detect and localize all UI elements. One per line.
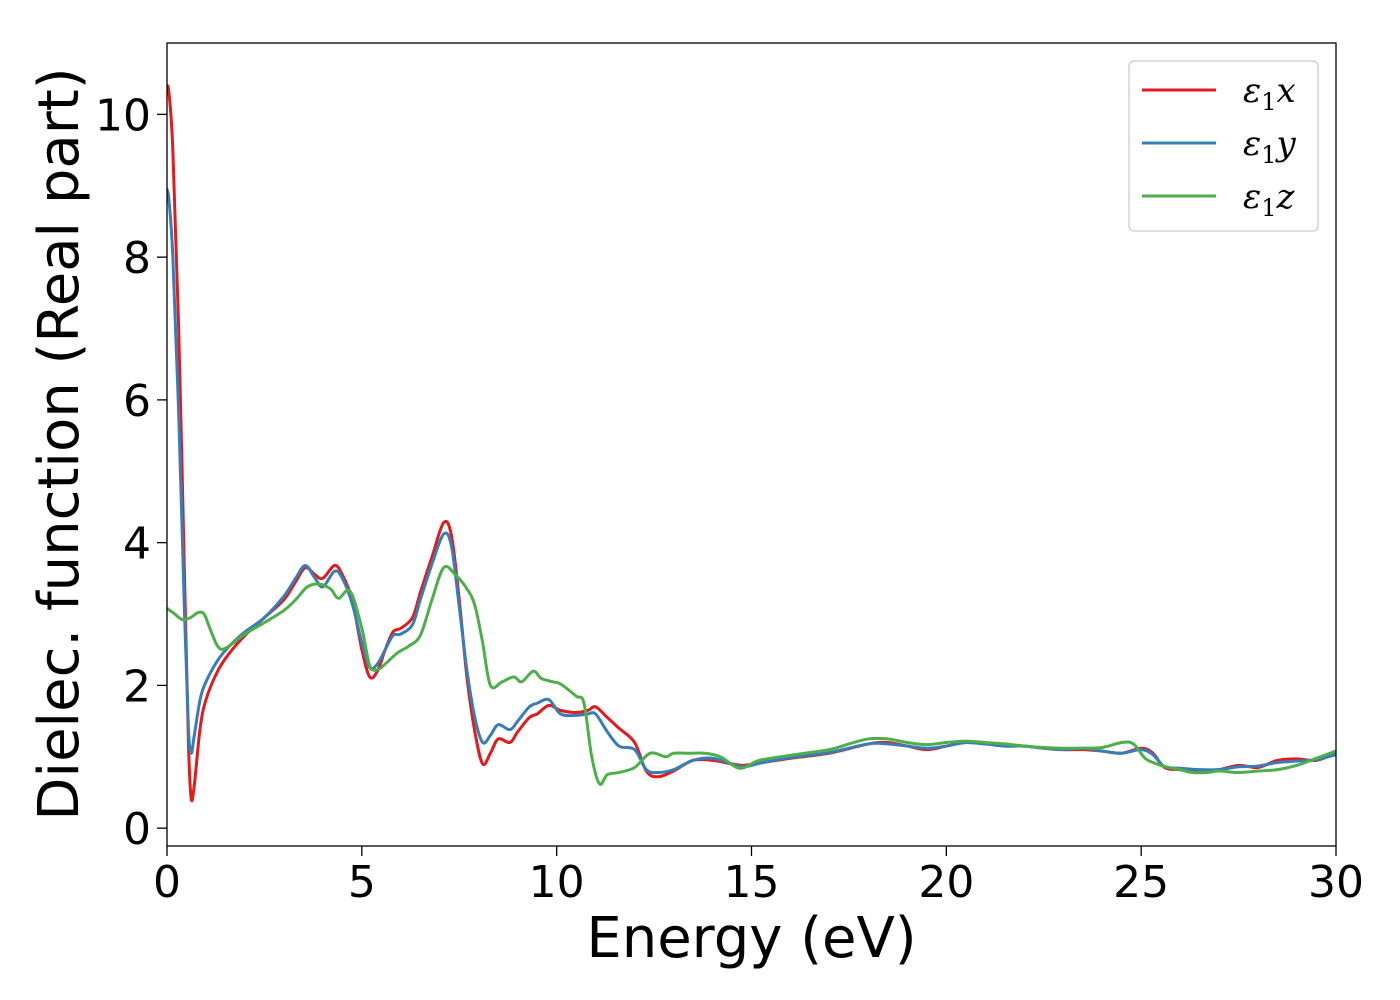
legend-label-y: ε1y: [1243, 124, 1297, 169]
y-tick-label: 0: [123, 804, 151, 855]
x-tick-label: 5: [348, 857, 376, 908]
y-axis-title: Dielec. function (Real part): [27, 67, 92, 820]
x-tick-label: 30: [1308, 857, 1364, 908]
y-tick-label: 8: [123, 233, 151, 284]
series-layer: [167, 84, 1336, 803]
series-line-z: [167, 564, 1336, 786]
y-tick-label: 4: [123, 519, 151, 570]
x-tick-label: 20: [918, 857, 974, 908]
x-tick-label: 0: [153, 857, 181, 908]
x-axis: 0 5 10 15 20 25 30: [153, 846, 1364, 908]
y-tick-label: 2: [123, 661, 151, 712]
legend-label-z: ε1z: [1243, 177, 1296, 222]
x-axis-title: Energy (eV): [586, 906, 916, 971]
x-tick-label: 15: [724, 857, 780, 908]
y-axis: 0 2 4 6 8 10: [95, 90, 167, 855]
legend-label-x: ε1x: [1243, 71, 1296, 116]
legend-box: [1128, 60, 1319, 232]
x-tick-label: 10: [529, 857, 585, 908]
y-tick-label: 10: [95, 90, 151, 141]
legend: ε1x ε1y ε1z: [1128, 60, 1319, 232]
x-tick-label: 25: [1113, 857, 1169, 908]
y-tick-label: 6: [123, 376, 151, 427]
